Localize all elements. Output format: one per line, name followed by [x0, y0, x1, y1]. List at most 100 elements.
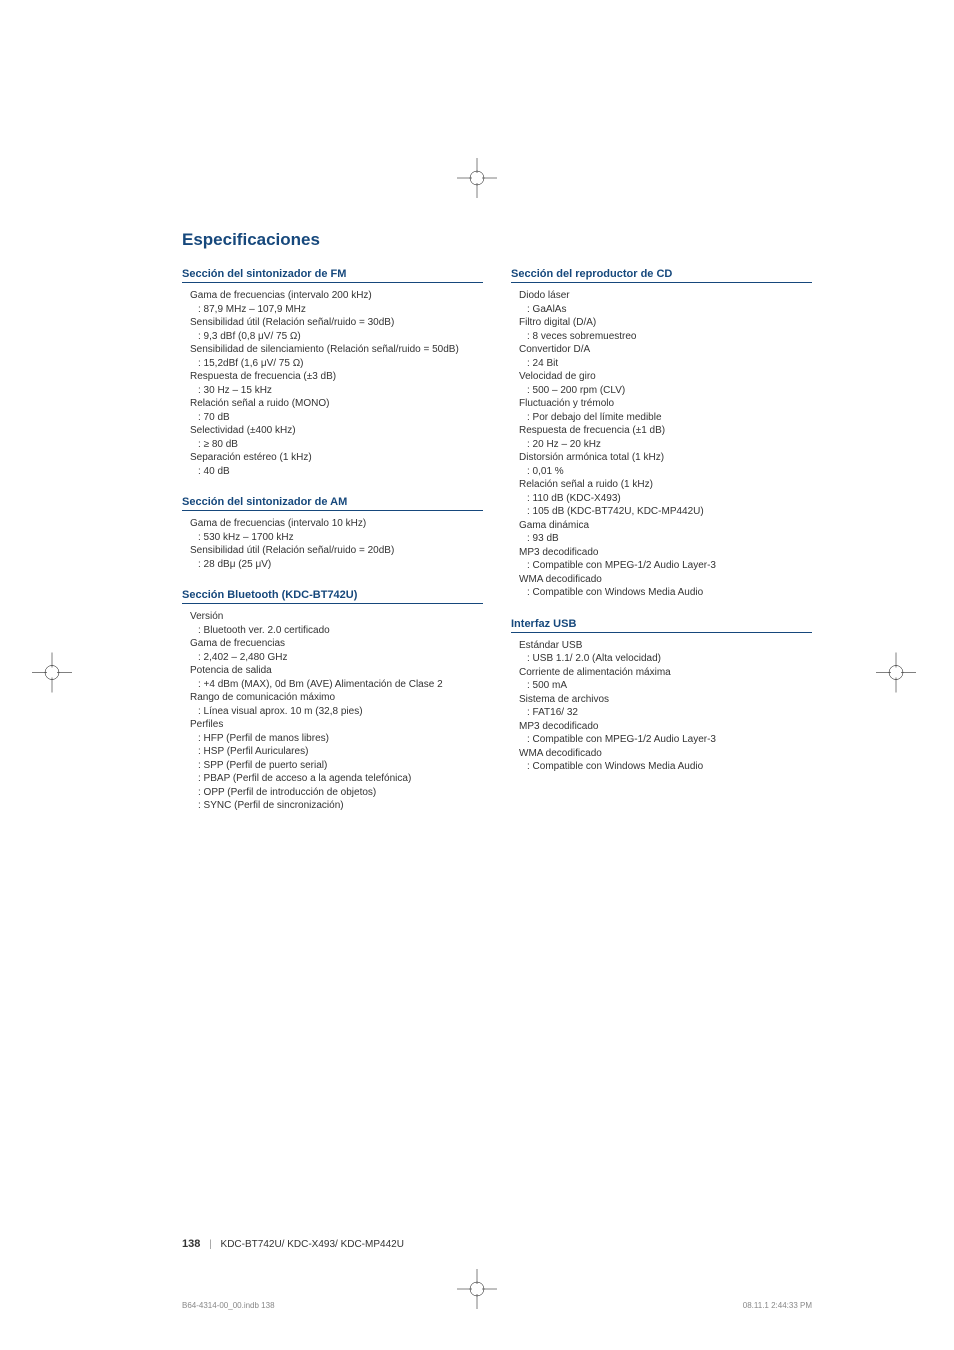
- spec-label: Gama de frecuencias (intervalo 10 kHz): [190, 517, 483, 531]
- spec-value: : OPP (Perfil de introducción de objetos…: [198, 786, 483, 800]
- spec-label: Gama de frecuencias: [190, 637, 483, 651]
- page-number: 138: [182, 1238, 200, 1250]
- spec-item: Convertidor D/A: 24 Bit: [519, 343, 812, 370]
- spec-label: Sistema de archivos: [519, 693, 812, 707]
- spec-value: : 500 mA: [527, 679, 812, 693]
- crop-mark-top-icon: [457, 158, 497, 203]
- section-title: Sección del reproductor de CD: [511, 268, 812, 283]
- section-title: Interfaz USB: [511, 618, 812, 633]
- section-title: Sección del sintonizador de FM: [182, 268, 483, 283]
- spec-value: : 40 dB: [198, 465, 483, 479]
- spec-value: : 87,9 MHz – 107,9 MHz: [198, 303, 483, 317]
- spec-label: Relación señal a ruido (1 kHz): [519, 478, 812, 492]
- spec-value: : 105 dB (KDC-BT742U, KDC-MP442U): [527, 505, 812, 519]
- spec-label: WMA decodificado: [519, 573, 812, 587]
- spec-item: Relación señal a ruido (1 kHz): 110 dB (…: [519, 478, 812, 519]
- spec-label: WMA decodificado: [519, 747, 812, 761]
- spec-item: Corriente de alimentación máxima: 500 mA: [519, 666, 812, 693]
- spec-value: : 530 kHz – 1700 kHz: [198, 531, 483, 545]
- spec-label: Sensibilidad útil (Relación señal/ruido …: [190, 544, 483, 558]
- footer-divider: |: [209, 1239, 212, 1250]
- spec-item: Respuesta de frecuencia (±1 dB): 20 Hz –…: [519, 424, 812, 451]
- spec-item: Gama de frecuencias (intervalo 10 kHz): …: [190, 517, 483, 544]
- footer-models: KDC-BT742U/ KDC-X493/ KDC-MP442U: [221, 1239, 404, 1250]
- spec-item: Gama dinámica: 93 dB: [519, 519, 812, 546]
- spec-value: : ≥ 80 dB: [198, 438, 483, 452]
- spec-label: Separación estéreo (1 kHz): [190, 451, 483, 465]
- crop-mark-bottom-icon: [457, 1269, 497, 1314]
- crop-mark-right-icon: [876, 653, 916, 698]
- spec-value: : 110 dB (KDC-X493): [527, 492, 812, 506]
- spec-item: Versión: Bluetooth ver. 2.0 certificado: [190, 610, 483, 637]
- spec-value: : 500 – 200 rpm (CLV): [527, 384, 812, 398]
- spec-item: Rango de comunicación máximo: Línea visu…: [190, 691, 483, 718]
- crop-mark-left-icon: [32, 653, 72, 698]
- spec-item: MP3 decodificado: Compatible con MPEG-1/…: [519, 720, 812, 747]
- spec-label: Respuesta de frecuencia (±3 dB): [190, 370, 483, 384]
- spec-label: Versión: [190, 610, 483, 624]
- spec-section: Sección del sintonizador de FM Gama de fr…: [182, 268, 483, 478]
- spec-item: MP3 decodificado: Compatible con MPEG-1/…: [519, 546, 812, 573]
- spec-item: WMA decodificado: Compatible con Windows…: [519, 573, 812, 600]
- spec-label: Estándar USB: [519, 639, 812, 653]
- spec-item: Sensibilidad útil (Relación señal/ruido …: [190, 316, 483, 343]
- spec-value: : 28 dBμ (25 μV): [198, 558, 483, 572]
- spec-section: Sección del reproductor de CD Diodo láser…: [511, 268, 812, 600]
- spec-item: Relación señal a ruido (MONO): 70 dB: [190, 397, 483, 424]
- spec-item: Gama de frecuencias (intervalo 200 kHz):…: [190, 289, 483, 316]
- spec-value: : USB 1.1/ 2.0 (Alta velocidad): [527, 652, 812, 666]
- spec-item: Sensibilidad útil (Relación señal/ruido …: [190, 544, 483, 571]
- spec-value: : 8 veces sobremuestreo: [527, 330, 812, 344]
- spec-value: : Compatible con Windows Media Audio: [527, 586, 812, 600]
- spec-section: Sección del sintonizador de AMGama de fr…: [182, 496, 483, 571]
- print-time-info: 08.11.1 2:44:33 PM: [743, 1301, 812, 1310]
- spec-label: Fluctuación y trémolo: [519, 397, 812, 411]
- page-title: Especificaciones: [182, 230, 812, 250]
- spec-value: : PBAP (Perfil de acceso a la agenda tel…: [198, 772, 483, 786]
- spec-value: : 30 Hz – 15 kHz: [198, 384, 483, 398]
- spec-item: Selectividad (±400 kHz): ≥ 80 dB: [190, 424, 483, 451]
- spec-value: : Compatible con MPEG-1/2 Audio Layer-3: [527, 559, 812, 573]
- spec-value: : Compatible con MPEG-1/2 Audio Layer-3: [527, 733, 812, 747]
- spec-value: : Compatible con Windows Media Audio: [527, 760, 812, 774]
- spec-item: Separación estéreo (1 kHz): 40 dB: [190, 451, 483, 478]
- spec-label: Selectividad (±400 kHz): [190, 424, 483, 438]
- spec-value: : 15,2dBf (1,6 μV/ 75 Ω): [198, 357, 483, 371]
- spec-label: Distorsión armónica total (1 kHz): [519, 451, 812, 465]
- spec-label: Corriente de alimentación máxima: [519, 666, 812, 680]
- spec-value: : HSP (Perfil Auriculares): [198, 745, 483, 759]
- spec-value: : GaAlAs: [527, 303, 812, 317]
- spec-value: : 70 dB: [198, 411, 483, 425]
- spec-item: Potencia de salida: +4 dBm (MAX), 0d Bm …: [190, 664, 483, 691]
- spec-item: Sensibilidad de silenciamiento (Relación…: [190, 343, 483, 370]
- spec-item: Perfiles: HFP (Perfil de manos libres): …: [190, 718, 483, 813]
- spec-value: : +4 dBm (MAX), 0d Bm (AVE) Alimentación…: [198, 678, 483, 692]
- spec-item: Sistema de archivos: FAT16/ 32: [519, 693, 812, 720]
- spec-section: Sección Bluetooth (KDC-BT742U) Versión: B…: [182, 589, 483, 813]
- spec-value: : SYNC (Perfil de sincronización): [198, 799, 483, 813]
- spec-label: Sensibilidad de silenciamiento (Relación…: [190, 343, 483, 357]
- spec-value: : Bluetooth ver. 2.0 certificado: [198, 624, 483, 638]
- spec-item: Gama de frecuencias: 2,402 – 2,480 GHz: [190, 637, 483, 664]
- spec-label: Relación señal a ruido (MONO): [190, 397, 483, 411]
- spec-label: Filtro digital (D/A): [519, 316, 812, 330]
- spec-label: Potencia de salida: [190, 664, 483, 678]
- page-body: Especificaciones Sección del sintonizado…: [182, 230, 812, 1210]
- right-column: Sección del reproductor de CD Diodo láser…: [511, 268, 812, 831]
- spec-label: Perfiles: [190, 718, 483, 732]
- spec-value: : 9,3 dBf (0,8 μV/ 75 Ω): [198, 330, 483, 344]
- section-title: Sección Bluetooth (KDC-BT742U): [182, 589, 483, 604]
- spec-value: : 2,402 – 2,480 GHz: [198, 651, 483, 665]
- spec-value: : HFP (Perfil de manos libres): [198, 732, 483, 746]
- spec-value: : FAT16/ 32: [527, 706, 812, 720]
- spec-section: Interfaz USB Estándar USB: USB 1.1/ 2.0 (…: [511, 618, 812, 774]
- spec-item: Fluctuación y trémolo: Por debajo del lí…: [519, 397, 812, 424]
- spec-value: : 24 Bit: [527, 357, 812, 371]
- left-column: Sección del sintonizador de FM Gama de fr…: [182, 268, 483, 831]
- spec-label: MP3 decodificado: [519, 720, 812, 734]
- spec-label: Convertidor D/A: [519, 343, 812, 357]
- spec-label: Gama dinámica: [519, 519, 812, 533]
- spec-label: Diodo láser: [519, 289, 812, 303]
- spec-item: Filtro digital (D/A): 8 veces sobremuest…: [519, 316, 812, 343]
- columns-container: Sección del sintonizador de FM Gama de fr…: [182, 268, 812, 831]
